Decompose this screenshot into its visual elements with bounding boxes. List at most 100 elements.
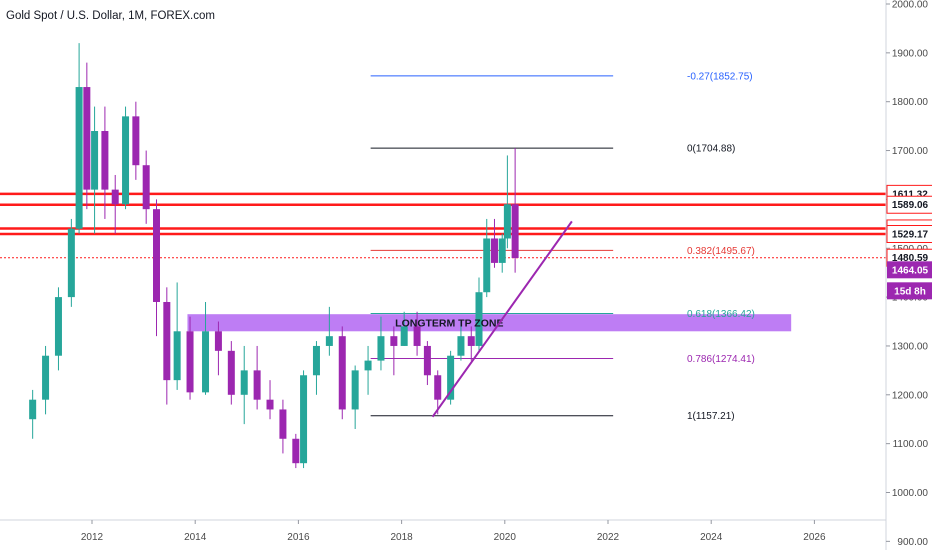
candle-body: [498, 238, 506, 263]
bar-countdown-badge[interactable]: [887, 282, 932, 300]
candle: [186, 316, 194, 400]
fib-level-label: 0.786(1274.41): [687, 354, 755, 365]
candle-body: [475, 292, 483, 346]
last-price-badge[interactable]: [887, 261, 932, 279]
candle: [101, 106, 109, 219]
candle-body: [413, 326, 421, 346]
candle: [142, 150, 150, 224]
tp-zone-label: LONGTERM TP ZONE: [395, 318, 503, 330]
candle: [214, 321, 222, 376]
y-tick-label: 1300.00: [892, 341, 929, 352]
candle: [483, 218, 491, 298]
candle-body: [490, 238, 498, 263]
last-price-badge-label: 1464.05: [892, 265, 929, 276]
candle-body: [483, 238, 491, 293]
tp-zone-box[interactable]: [187, 314, 792, 332]
candle-body: [503, 204, 511, 239]
candle-body: [292, 438, 300, 464]
candle-body: [122, 116, 130, 205]
candle: [312, 341, 320, 395]
y-tick-label: 2000.00: [892, 0, 929, 11]
x-tick-label: 2022: [597, 532, 620, 543]
candle: [266, 380, 274, 420]
candle-body: [54, 297, 62, 356]
support-trendline[interactable]: [431, 220, 573, 418]
x-tick-label: 2018: [390, 532, 413, 543]
candle: [111, 174, 119, 234]
candle: [338, 326, 346, 420]
candle: [122, 106, 130, 210]
candle: [240, 345, 248, 425]
x-tick-label: 2020: [494, 532, 517, 543]
candle-body: [67, 228, 75, 298]
candle: [202, 301, 210, 395]
candle: [364, 345, 372, 395]
fib-level-label: 0.382(1495.67): [687, 246, 755, 257]
trendline-layer[interactable]: LONGTERM TP ZONE: [395, 220, 573, 418]
x-tick-label: 2024: [700, 532, 723, 543]
candle: [75, 43, 83, 234]
candle: [467, 326, 475, 361]
candle: [475, 277, 483, 351]
time-axis[interactable]: 2012 2014 2016 2018 2020 2022 2024 2026: [0, 519, 886, 543]
candle: [83, 62, 91, 210]
fibonacci-retracement[interactable]: -0.27(1852.75) 0(1704.88) 0.382(1495.67) 0.…: [370, 71, 755, 422]
x-tick-label: 2012: [81, 532, 104, 543]
y-tick-label: 1800.00: [892, 97, 929, 108]
level-price-badge[interactable]: [886, 225, 932, 244]
y-tick-label: 1700.00: [892, 146, 929, 157]
y-tick-label: 1900.00: [892, 48, 929, 59]
y-tick-label: 1000.00: [892, 488, 929, 499]
fib-level-label: 0(1704.88): [687, 144, 735, 155]
candle: [300, 370, 308, 469]
candle: [292, 433, 300, 469]
candle-body: [279, 409, 287, 439]
candle: [503, 155, 511, 249]
fib-level-label: -0.27(1852.75): [687, 71, 753, 82]
candle: [457, 321, 465, 361]
candle-body: [173, 331, 181, 381]
candle-body: [101, 131, 109, 190]
candle-body: [186, 331, 194, 393]
candle: [54, 287, 62, 371]
x-tick-label: 2026: [803, 532, 826, 543]
candle: [498, 233, 506, 273]
candle-body: [300, 375, 308, 464]
level-price-badge-label: 1480.59: [892, 253, 929, 264]
candle-body: [83, 87, 91, 190]
y-tick-label: 1200.00: [892, 390, 929, 401]
candle: [173, 282, 181, 390]
candle: [413, 311, 421, 356]
candle: [351, 365, 359, 429]
candle: [447, 350, 455, 405]
candle-body: [377, 336, 385, 361]
level-price-badge-label: 1611.32: [892, 189, 928, 200]
tp-zone-layer: [187, 314, 792, 332]
candle-body: [227, 350, 235, 395]
candle: [91, 106, 99, 234]
candle-body: [312, 345, 320, 376]
candle: [490, 218, 498, 268]
candle-body: [153, 209, 160, 302]
candle-body: [467, 336, 475, 346]
candle-body: [29, 399, 37, 420]
candle-body: [338, 336, 346, 410]
candle-body: [42, 355, 50, 400]
candle-body: [132, 116, 140, 166]
candle-body: [111, 189, 119, 205]
candle-body: [390, 336, 398, 346]
candle-body: [142, 165, 150, 210]
candle-body: [351, 370, 359, 410]
level-price-badge[interactable]: [886, 195, 932, 214]
candle-body: [364, 360, 372, 371]
x-tick-label: 2014: [184, 532, 207, 543]
price-axis[interactable]: 2000.001900.001800.001700.001600.001500.…: [885, 0, 932, 550]
x-tick-label: 2016: [287, 532, 310, 543]
candle-body: [434, 375, 442, 400]
candle-body: [240, 370, 248, 395]
candle-body: [447, 355, 455, 400]
candle: [434, 370, 442, 415]
fib-level-label: 1(1157.21): [687, 411, 735, 422]
candle-body: [457, 336, 465, 356]
